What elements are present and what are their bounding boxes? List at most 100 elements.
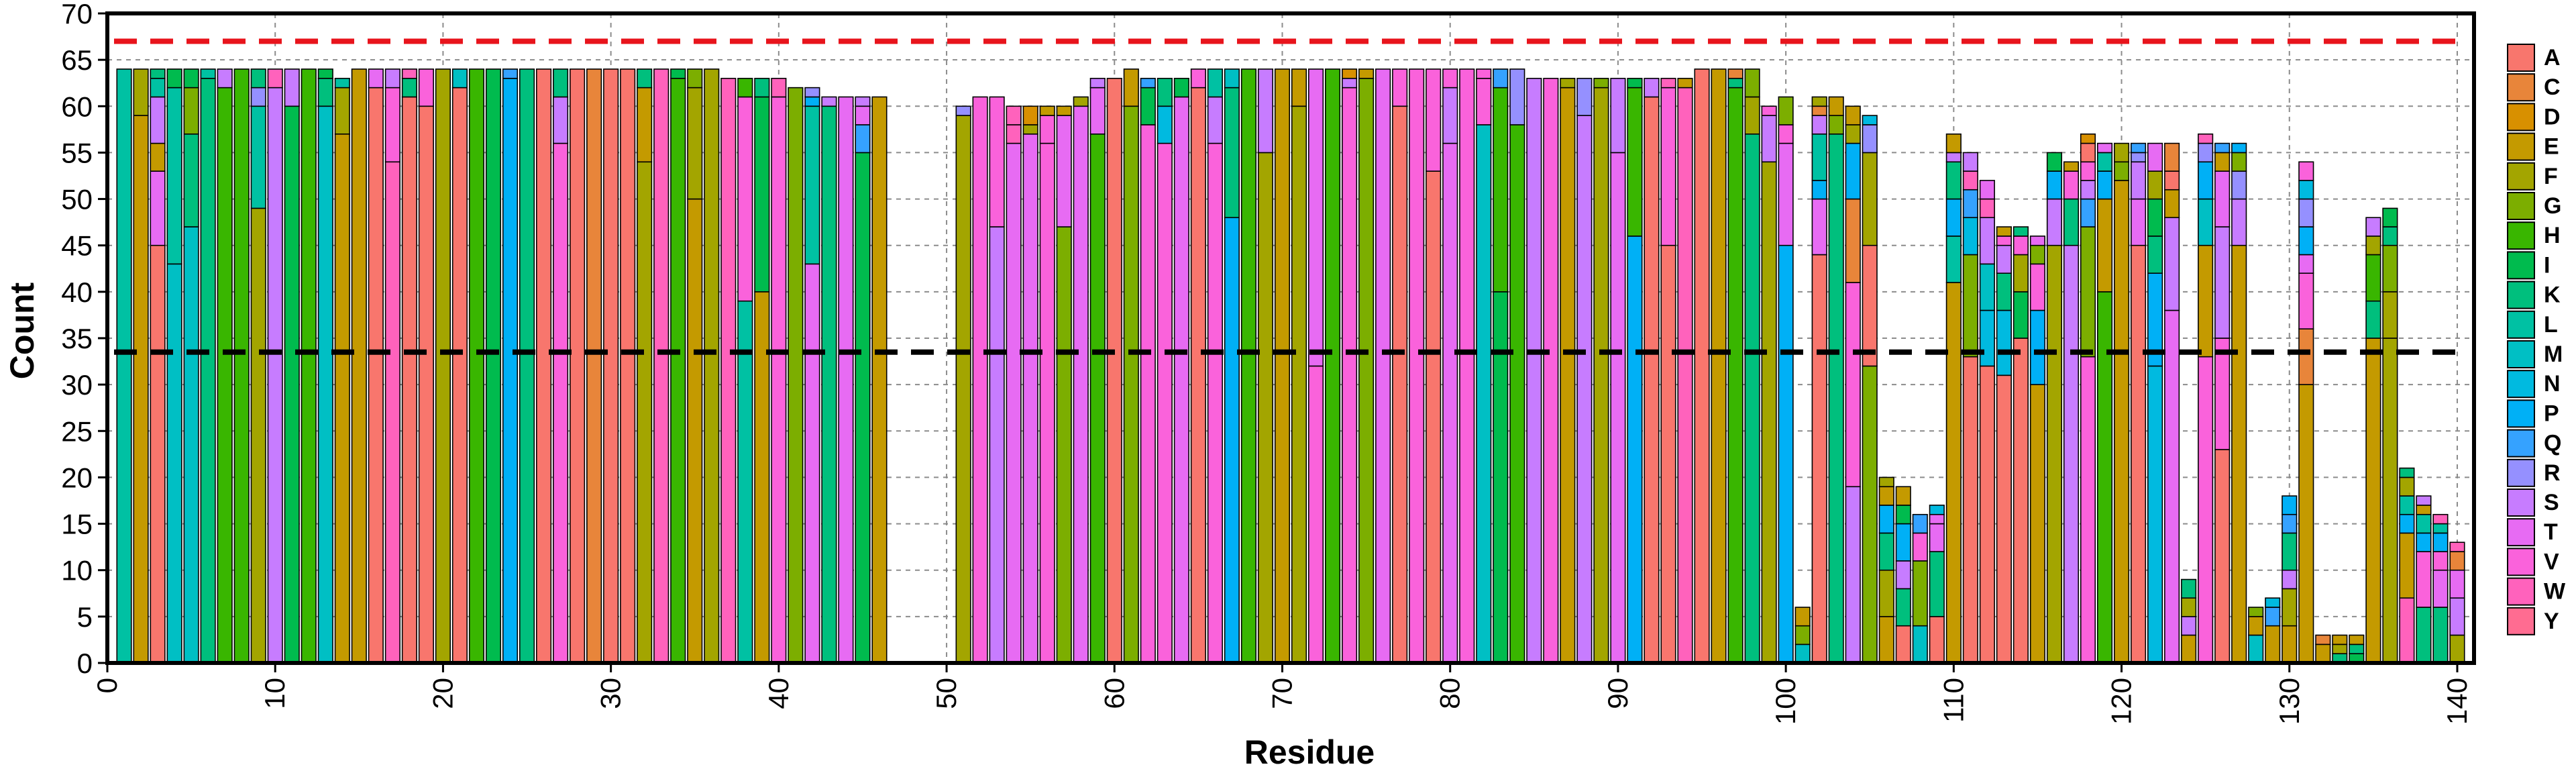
bar-segment	[2147, 198, 2163, 237]
bar-segment	[2416, 607, 2432, 664]
bar-segment	[1962, 152, 1978, 172]
bar-segment	[1761, 105, 1777, 116]
x-tick-label: 50	[930, 678, 962, 709]
bar-segment	[1878, 476, 1894, 488]
bar-segment	[1123, 68, 1139, 107]
bar-segment	[1476, 78, 1492, 125]
bar-segment	[1878, 532, 1894, 571]
legend-swatch	[2507, 548, 2535, 576]
bar-segment	[1929, 513, 1945, 525]
bar-segment	[1392, 105, 1408, 664]
bar-segment	[1173, 96, 1189, 664]
bar-segment	[217, 87, 233, 664]
bar-segment	[2416, 505, 2432, 515]
bar-segment	[301, 68, 317, 664]
bar-segment	[1845, 282, 1861, 488]
y-tick-label: 45	[61, 230, 93, 262]
bar-segment	[1962, 356, 1978, 664]
bar-segment	[2029, 263, 2046, 311]
bar-segment	[2181, 634, 2197, 664]
bar-segment	[1945, 161, 1962, 200]
y-tick-label: 35	[61, 323, 93, 354]
legend-swatch	[2507, 340, 2535, 368]
bar-segment	[2029, 384, 2046, 664]
bar-segment	[1493, 68, 1509, 89]
legend-label: K	[2544, 282, 2561, 308]
bar-segment	[2298, 226, 2314, 256]
bar-segment	[2382, 226, 2398, 246]
bar-segment	[468, 68, 485, 664]
bar-segment	[1996, 226, 2012, 237]
bar-segment	[1307, 68, 1324, 367]
bar-segment	[1945, 282, 1962, 664]
bar-segment	[1794, 643, 1811, 664]
bar-segment	[1862, 124, 1878, 154]
bar-segment	[200, 78, 216, 664]
bar-segment	[217, 68, 233, 89]
bar-segment	[1459, 68, 1475, 664]
bar-segment	[2080, 356, 2096, 664]
bar-segment	[1342, 68, 1358, 79]
bar-segment	[334, 133, 350, 664]
bar-segment	[1761, 161, 1777, 664]
bar-segment	[2214, 142, 2231, 154]
legend-swatch	[2507, 221, 2535, 250]
bar-segment	[2298, 161, 2314, 181]
bar-segment	[1895, 505, 1911, 525]
bar-segment	[267, 68, 283, 89]
legend-label: V	[2544, 549, 2559, 574]
bar-segment	[1392, 68, 1408, 107]
legend-swatch	[2507, 488, 2535, 517]
legend-label: P	[2544, 401, 2559, 426]
y-tick-label: 55	[61, 137, 93, 168]
bar-segment	[2449, 551, 2465, 571]
bar-segment	[2432, 513, 2449, 525]
bar-segment	[250, 105, 266, 209]
bar-segment	[2449, 597, 2465, 636]
y-tick-label: 25	[61, 415, 93, 447]
bar-segment	[1996, 374, 2012, 664]
bar-segment	[2198, 244, 2214, 358]
bar-segment	[183, 226, 199, 664]
legend-swatch	[2507, 370, 2535, 399]
bar-segment	[2265, 597, 2281, 608]
bar-segment	[1593, 78, 1609, 89]
bar-segment	[1644, 96, 1660, 664]
y-tick-label: 50	[61, 184, 93, 215]
reference-lines	[114, 38, 2467, 355]
bar-segment	[1224, 87, 1240, 219]
bar-segment	[1644, 78, 1660, 98]
bar-segment	[1828, 115, 1844, 135]
bar-segment	[2147, 365, 2163, 664]
bar-segment	[250, 87, 266, 107]
bar-segment	[2164, 170, 2180, 191]
bar-segment	[2080, 161, 2096, 181]
bar-segment	[250, 207, 266, 664]
bar-segment	[2399, 532, 2415, 599]
bar-segment	[401, 96, 417, 664]
bar-segment	[2029, 236, 2046, 246]
legend-swatch	[2507, 310, 2535, 339]
bar-segment	[2432, 569, 2449, 608]
bar-segment	[1627, 78, 1643, 89]
bar-segment	[2449, 542, 2465, 552]
bar-segment	[502, 78, 519, 664]
bar-segment	[1022, 133, 1038, 664]
bar-segment	[150, 96, 166, 144]
bar-segment	[720, 78, 737, 664]
bar-segment	[2131, 152, 2147, 163]
bar-segment	[1089, 78, 1106, 89]
bar-segment	[2063, 244, 2080, 664]
bar-segment	[2282, 513, 2298, 534]
bar-segment	[855, 152, 871, 664]
bar-segment	[855, 105, 871, 125]
bar-segment	[2164, 189, 2180, 219]
legend-label: I	[2544, 252, 2550, 278]
bar-segment	[1862, 365, 1878, 664]
bar-segment	[2365, 338, 2381, 664]
bar-segment	[2432, 551, 2449, 571]
bar-segment	[1996, 272, 2012, 311]
bar-segment	[1794, 607, 1811, 627]
legend-swatch	[2507, 251, 2535, 280]
